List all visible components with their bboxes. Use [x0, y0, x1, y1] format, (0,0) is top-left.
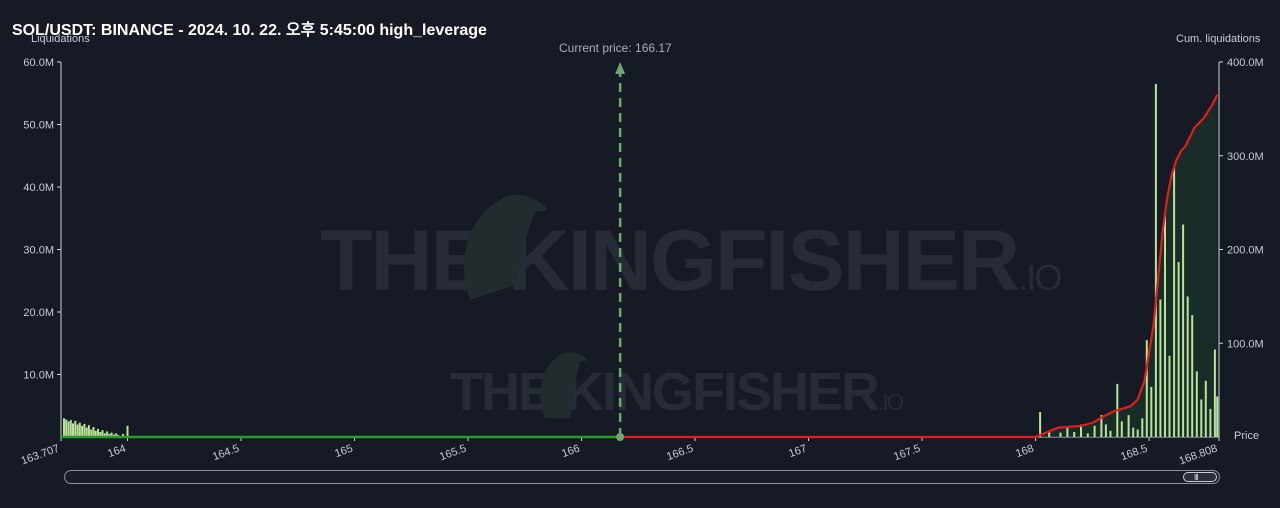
liquidation-bar — [1093, 425, 1096, 438]
grip-icon: III — [1194, 473, 1199, 482]
x-tick-label: 167.5 — [892, 443, 922, 464]
liquidation-bar — [78, 422, 81, 437]
kingfisher-bird-icon — [464, 194, 548, 300]
liquidation-bar — [1150, 387, 1153, 437]
y2-tick-label: 400.0M — [1227, 57, 1264, 69]
liquidation-bar — [87, 425, 90, 437]
liquidation-bar — [63, 418, 65, 438]
current-price-label: Current price: 166.17 — [559, 41, 672, 55]
y2-tick-label: 300.0M — [1227, 151, 1264, 163]
short-cum-line — [620, 94, 1219, 439]
liquidation-bar — [1216, 396, 1219, 437]
liquidation-bar — [67, 421, 70, 437]
y-tick-label: 50.0M — [23, 120, 54, 132]
liquidation-bar — [101, 430, 104, 437]
liquidation-bar — [1066, 427, 1069, 437]
liquidation-bar — [108, 433, 111, 437]
liquidation-bar — [83, 423, 86, 437]
liquidation-bar — [97, 428, 99, 437]
liquidation-bar — [85, 427, 88, 437]
liquidation-bar — [1154, 83, 1157, 438]
liquidation-bar — [1132, 427, 1135, 437]
liquidation-bar — [1141, 418, 1144, 438]
liquidation-bar — [1120, 421, 1123, 437]
x-tick-label: 163.707 — [20, 443, 61, 468]
liquidation-bar — [1195, 371, 1198, 437]
liquidation-bar — [126, 425, 129, 438]
y-tick-label: 20.0M — [23, 307, 54, 319]
x-tick-label: 166.5 — [665, 443, 695, 464]
liquidation-bar — [1159, 299, 1162, 437]
liquidation-bar — [74, 420, 77, 438]
liquidation-bar — [106, 431, 109, 437]
liquidation-bar — [1080, 424, 1082, 437]
x-tick-label: 166 — [560, 443, 581, 461]
y-tick-label: 30.0M — [23, 245, 54, 257]
liquidation-bar — [1209, 408, 1212, 437]
liquidation-bar — [1177, 262, 1180, 437]
chart-title: SOL/USDT: BINANCE - 2024. 10. 22. 오후 5:4… — [12, 22, 487, 39]
watermark-text: THE KINGFISHER.IO — [320, 213, 1061, 309]
current-price-arrow-icon — [615, 62, 626, 74]
liquidation-bar — [81, 425, 84, 438]
y-tick-label: 40.0M — [23, 182, 54, 194]
liquidation-bar — [1213, 349, 1216, 437]
liquidation-bar — [1145, 340, 1148, 437]
x-tick-label: 168.5 — [1119, 443, 1149, 464]
x-axis-title: Price — [1234, 430, 1260, 442]
liquidation-bar — [1104, 424, 1107, 437]
liquidation-bar — [76, 424, 79, 437]
liquidation-bar — [110, 432, 113, 437]
left-axis-title: Liquidations — [31, 33, 90, 45]
y2-tick-label: 100.0M — [1227, 338, 1264, 350]
liquidation-bar — [1059, 432, 1062, 437]
scrollbar-handle[interactable]: III — [1183, 472, 1217, 482]
x-tick-label: 165 — [333, 443, 354, 461]
x-tick-label: 167 — [787, 443, 808, 461]
liquidation-bar — [115, 433, 118, 438]
zoom-scrollbar[interactable]: III — [64, 470, 1220, 484]
liquidation-bar — [69, 420, 72, 437]
y2-tick-label: 200.0M — [1227, 245, 1264, 257]
liquidation-bar — [122, 433, 124, 437]
liquidation-bar — [72, 423, 74, 438]
liquidation-bar — [1136, 429, 1139, 437]
watermark-text: THE KINGFISHER.IO — [450, 362, 904, 422]
liquidation-bar — [1086, 433, 1089, 438]
liquidation-bar — [1200, 399, 1203, 437]
x-tick-label: 168 — [1014, 443, 1035, 461]
liquidation-bar — [65, 419, 68, 437]
liquidation-bar — [1039, 412, 1042, 437]
liquidation-bar — [1073, 432, 1076, 437]
liquidation-bar — [1182, 224, 1185, 437]
kingfisher-bird-icon — [540, 352, 588, 418]
liquidation-bar — [1173, 168, 1176, 438]
liquidation-bar — [1168, 355, 1171, 438]
x-tick-label: 164 — [106, 443, 127, 461]
liquidation-bar — [90, 429, 93, 437]
liquidation-bar — [1164, 215, 1166, 437]
short-cum-area — [620, 94, 1218, 438]
x-tick-label: 168.808 — [1178, 443, 1219, 468]
liquidation-bar — [1204, 380, 1207, 438]
y-tick-label: 60.0M — [23, 57, 54, 69]
liquidation-bar — [1048, 430, 1051, 438]
liquidation-bar — [1186, 296, 1189, 437]
liquidation-bar — [1100, 415, 1103, 437]
liquidation-bar — [1109, 430, 1112, 438]
right-axis-title: Cum. liquidations — [1176, 33, 1261, 45]
liquidation-bar — [1127, 415, 1130, 437]
x-tick-label: 165.5 — [438, 443, 468, 464]
x-tick-label: 164.5 — [211, 443, 241, 464]
liquidation-bar — [1191, 315, 1194, 437]
y-tick-label: 10.0M — [23, 370, 54, 382]
liquidation-bar — [92, 427, 95, 437]
liquidation-bar — [94, 430, 97, 438]
current-price-dot — [616, 433, 625, 441]
liquidation-bar — [103, 433, 106, 438]
liquidation-bar — [99, 432, 102, 437]
